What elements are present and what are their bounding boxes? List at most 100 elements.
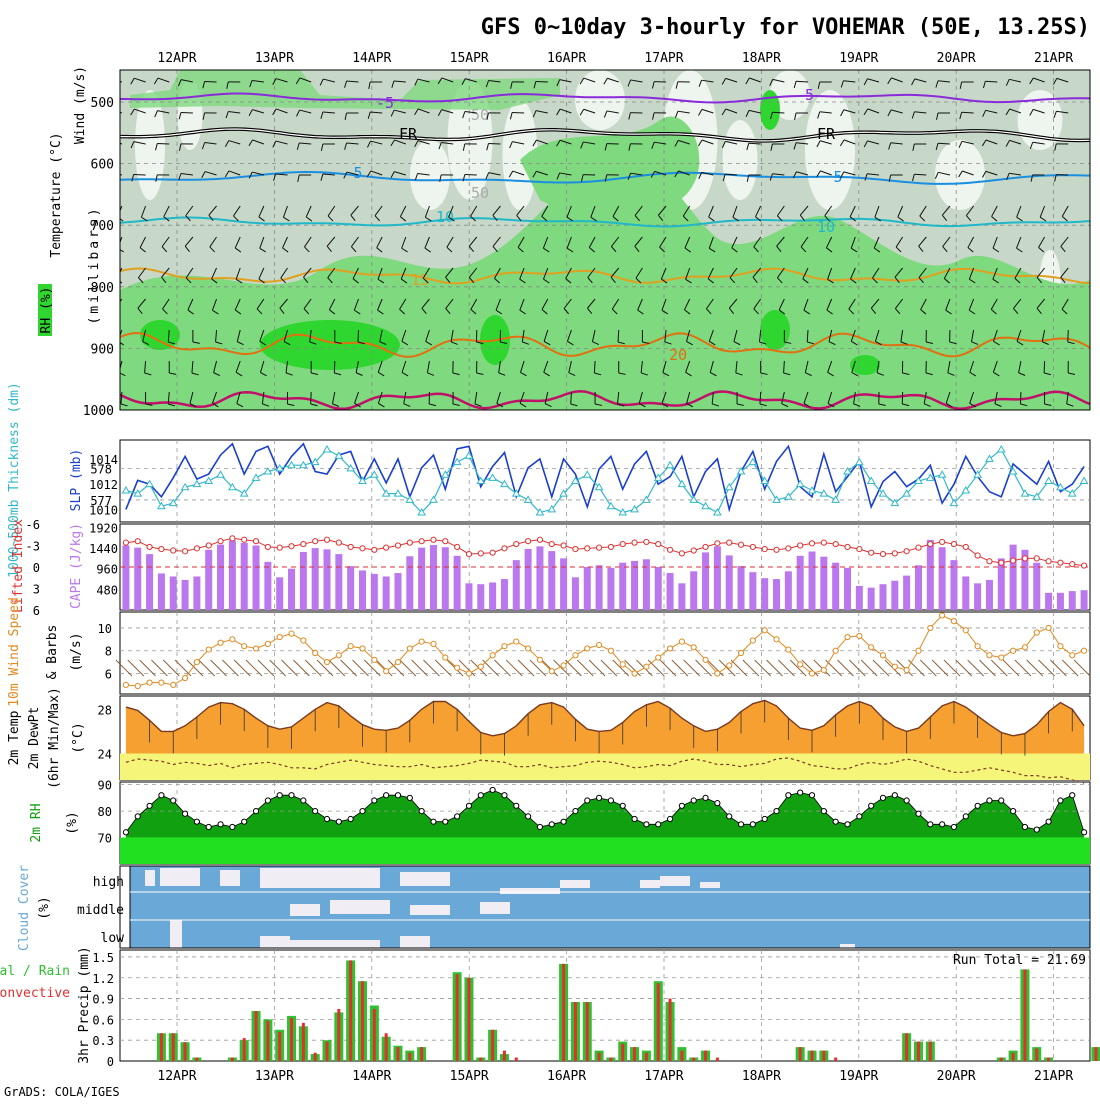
cape-bar: [678, 583, 685, 610]
cloud-clear-gap: [660, 876, 690, 886]
precip-conv-bar: [799, 1047, 802, 1061]
li-line-point: [608, 544, 613, 549]
ytick: -3: [26, 540, 40, 554]
rh2m-line-point: [1046, 819, 1051, 824]
li-line-point: [975, 553, 980, 558]
wind10-line-point: [526, 646, 531, 651]
precip-conv-bar: [420, 1047, 423, 1061]
contour-label: FR: [399, 125, 418, 143]
wind10-ylabel-c: (m/s): [69, 632, 84, 671]
wind10-line-point: [301, 638, 306, 643]
precip-conv-bar: [456, 974, 459, 1061]
rh2m-line-point: [904, 798, 909, 803]
cape-bar: [1033, 563, 1040, 610]
cape-bar: [324, 549, 331, 610]
wind10-line-point: [880, 653, 885, 658]
rh2m-line-point: [963, 814, 968, 819]
rh2m-line-point: [833, 819, 838, 824]
rh2m-line-point: [549, 822, 554, 827]
cape-bar: [241, 543, 248, 610]
wind10-line-point: [774, 637, 779, 642]
cape-bar: [809, 552, 816, 610]
rh2m-line-point: [762, 816, 767, 821]
precip-conv-bar: [621, 1044, 624, 1061]
li-line-point: [987, 559, 992, 564]
precip-conv-bar: [491, 1030, 494, 1061]
precip-conv-bar: [195, 1058, 198, 1061]
precip-conv-bar: [834, 1058, 837, 1061]
li-line-point: [1022, 556, 1027, 561]
rh2m-line-point: [1070, 793, 1075, 798]
rh2m-line-point: [620, 803, 625, 808]
precip-conv-bar: [704, 1051, 707, 1061]
precip-conv-bar: [243, 1038, 246, 1061]
cape-bar: [939, 547, 946, 610]
cloud-clear-gap: [170, 920, 182, 948]
li-line-point: [904, 549, 909, 554]
li-line-point: [821, 540, 826, 545]
li-line-point: [490, 550, 495, 555]
rh2m-line-point: [171, 798, 176, 803]
cape-bar: [205, 550, 212, 610]
upper-wind-barb: [488, 143, 500, 144]
precip-conv-bar: [503, 1051, 506, 1061]
li-line-point: [703, 544, 708, 549]
wind10-line-point: [821, 667, 826, 672]
li-line-point: [738, 542, 743, 547]
wind10-line-point: [265, 641, 270, 646]
rh2m-line-point: [419, 808, 424, 813]
ytick: 3: [33, 583, 40, 597]
ytick: 1.2: [92, 972, 114, 986]
wind10-line-point: [514, 639, 519, 644]
wind10-line-point: [502, 644, 507, 649]
wind10-line-point: [1070, 653, 1075, 658]
wind10-line-point: [253, 646, 258, 651]
cape-bar: [974, 583, 981, 610]
ytick: 1920: [89, 521, 118, 535]
precip-conv-bar: [562, 964, 565, 1061]
cape-bar: [726, 555, 733, 610]
date-label-top: 13APR: [255, 51, 294, 66]
cloud-ylabel-a: Cloud Cover: [17, 865, 32, 951]
date-label-bottom: 13APR: [255, 1069, 294, 1084]
wind10-line-point: [171, 682, 176, 687]
upper-wind-barb: [115, 309, 120, 314]
upper-wind-barb: [108, 80, 111, 87]
ytick: 8: [105, 645, 112, 659]
rh2m-base: [120, 838, 1090, 864]
cape-bar: [797, 556, 804, 610]
precip-conv-bar: [657, 983, 660, 1061]
wind10-line-point: [490, 653, 495, 658]
wind10-line-point: [703, 657, 708, 662]
wind10-line-point: [608, 648, 613, 653]
wind10-line-point: [123, 682, 128, 687]
rh2m-line-point: [277, 793, 282, 798]
wind10-line-point: [147, 680, 152, 685]
li-line-point: [242, 537, 247, 542]
cape-bar: [714, 546, 721, 610]
wind10-line-point: [1022, 645, 1027, 650]
upper-ylabel-wind: Wind (m/s): [73, 66, 88, 144]
rh2m-line-point: [999, 798, 1004, 803]
precip-conv-bar: [231, 1058, 234, 1061]
cape-bar: [749, 572, 756, 610]
ytick: 6: [105, 668, 112, 682]
li-line-point: [372, 547, 377, 552]
cape-bar: [1081, 590, 1088, 610]
cape-bar: [454, 556, 461, 610]
cloud-clear-gap: [700, 882, 720, 888]
wind10-line-point: [1058, 644, 1063, 649]
cape-bar: [667, 573, 674, 610]
cape-bar: [560, 558, 567, 610]
rh2m-line-point: [1011, 808, 1016, 813]
li-line-point: [727, 540, 732, 545]
li-line-point: [667, 547, 672, 552]
rh2m-line-point: [715, 801, 720, 806]
cape-bar: [406, 556, 413, 610]
precip-conv-bar: [598, 1053, 601, 1061]
ytick: 1010: [89, 503, 118, 517]
cape-bar: [986, 580, 993, 610]
cloud-clear-gap: [290, 940, 380, 948]
